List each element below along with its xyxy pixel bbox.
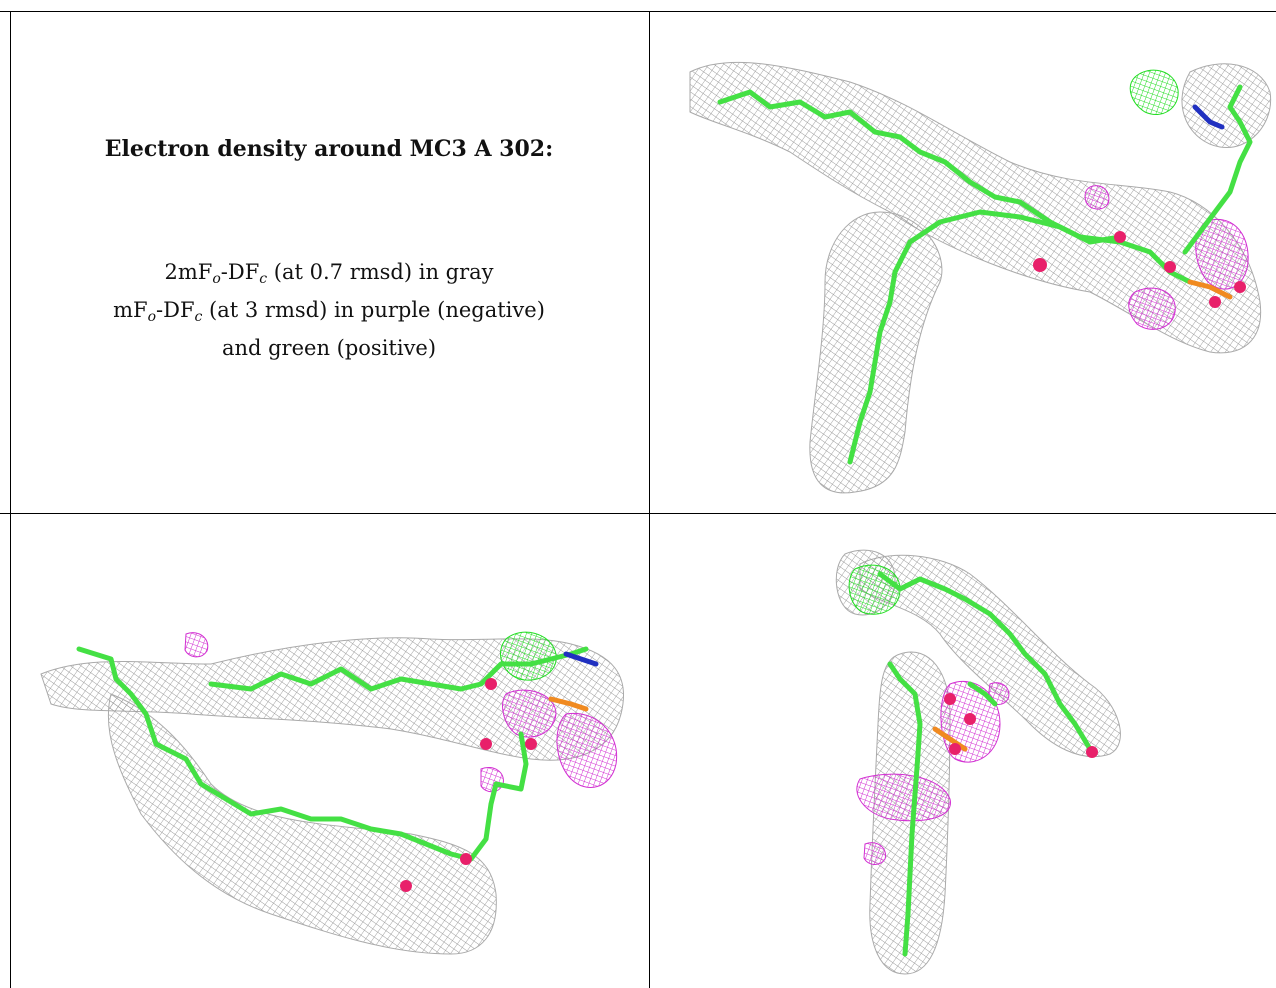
oxygen-atoms <box>1033 231 1246 308</box>
fofc-negative-blobs <box>184 632 618 793</box>
density-panel-top-right <box>689 61 1272 494</box>
top-border <box>0 11 1276 12</box>
legend-2-prefix: mF <box>113 298 148 322</box>
legend-1-sub-c: c <box>259 271 268 287</box>
legend-text: 2mFo-DFc (at 0.7 rmsd) in gray mFo-DFc (… <box>10 257 648 364</box>
center-divider <box>649 11 650 988</box>
left-border <box>10 11 11 988</box>
caption-cell: Electron density around MC3 A 302: 2mFo-… <box>10 12 648 512</box>
figure-title: Electron density around MC3 A 302: <box>104 136 554 162</box>
legend-line-positive: and green (positive) <box>221 336 437 360</box>
legend-1-sub-o: o <box>212 271 221 287</box>
fofc-positive-blobs <box>848 564 901 615</box>
legend-line-2fofc: 2mFo-DFc (at 0.7 rmsd) in gray <box>10 257 648 295</box>
fofc-negative-blobs <box>1084 185 1249 330</box>
oxygen-atoms <box>944 693 1098 758</box>
legend-1-mid: -DF <box>220 260 260 284</box>
density-panel-bottom-left <box>40 631 625 955</box>
legend-2-suffix: (at 3 rmsd) in purple (negative) <box>202 298 545 322</box>
density-panel-bottom-right <box>835 549 1121 975</box>
density-mesh-2fofc <box>40 637 625 955</box>
legend-line-fofc: mFo-DFc (at 3 rmsd) in purple (negative) <box>10 295 648 333</box>
legend-2-sub-c: c <box>194 309 203 325</box>
density-mesh-2fofc <box>835 549 1121 975</box>
ligand-model <box>76 646 599 862</box>
ligand-model <box>877 571 1093 957</box>
middle-divider <box>0 513 1276 514</box>
legend-1-suffix: (at 0.7 rmsd) in gray <box>267 260 494 284</box>
legend-2-mid: -DF <box>156 298 195 322</box>
oxygen-atoms <box>400 678 537 892</box>
fofc-positive-blobs <box>1129 69 1179 115</box>
legend-1-prefix: 2mF <box>164 260 213 284</box>
fofc-positive-blobs <box>500 631 557 681</box>
legend-2-sub-o: o <box>147 309 157 325</box>
